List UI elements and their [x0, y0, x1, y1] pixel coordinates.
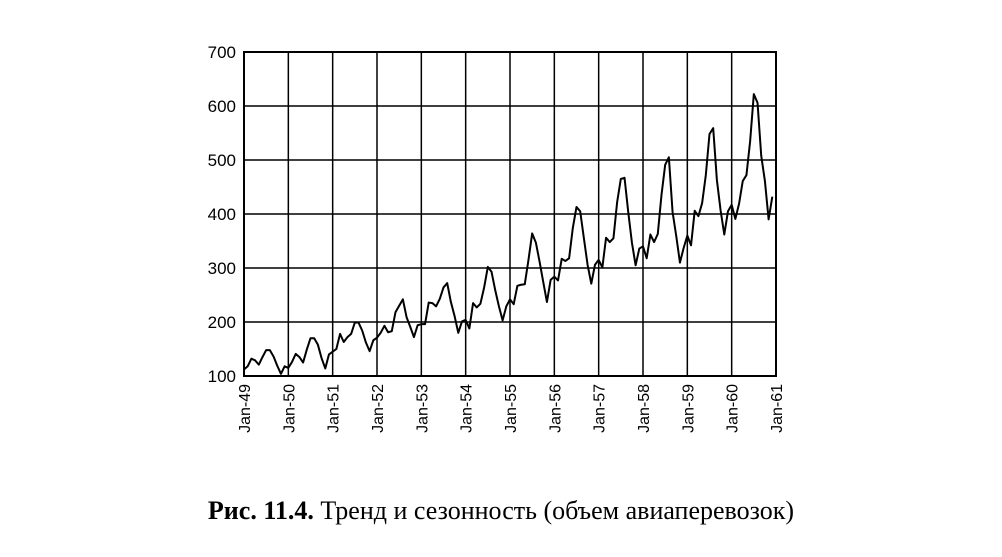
x-tick-label: Jan-58 — [636, 384, 653, 433]
figure-caption: Рис. 11.4. Тренд и сезонность (объем ави… — [0, 496, 1002, 526]
chart: 100 200 300 400 500 600 700 Jan-49 Jan-50 Jan-51… — [208, 43, 786, 433]
series-line-passengers — [243, 93, 774, 375]
y-axis-tick-labels: 100 200 300 400 500 600 700 — [208, 43, 236, 386]
plot-frame — [243, 51, 777, 377]
y-tick-label: 200 — [208, 313, 236, 332]
y-tick-label: 100 — [208, 367, 236, 386]
x-tick-label: Jan-50 — [281, 384, 298, 433]
y-tick-label: 300 — [208, 259, 236, 278]
x-tick-label: Jan-56 — [547, 384, 564, 433]
x-tick-label: Jan-49 — [237, 384, 254, 433]
y-tick-label: 700 — [208, 43, 236, 62]
x-tick-label: Jan-54 — [459, 384, 476, 433]
x-tick-label: Jan-57 — [592, 384, 609, 433]
y-tick-label: 600 — [208, 97, 236, 116]
x-axis-tick-labels: Jan-49 Jan-50 Jan-51 Jan-52 Jan-53 Jan-54 Jan-… — [237, 384, 786, 433]
figure-caption-text: Тренд и сезонность (объем авиаперевозок) — [320, 496, 795, 525]
x-tick-label: Jan-59 — [680, 384, 697, 433]
figure-caption-label: Рис. 11.4. — [207, 496, 314, 525]
y-tick-label: 400 — [208, 205, 236, 224]
x-tick-label: Jan-53 — [414, 384, 431, 433]
x-tick-label: Jan-61 — [769, 384, 786, 433]
x-tick-label: Jan-52 — [370, 384, 387, 433]
x-tick-label: Jan-51 — [326, 384, 343, 433]
x-tick-label: Jan-55 — [503, 384, 520, 433]
x-tick-label: Jan-60 — [725, 384, 742, 433]
y-tick-label: 500 — [208, 151, 236, 170]
